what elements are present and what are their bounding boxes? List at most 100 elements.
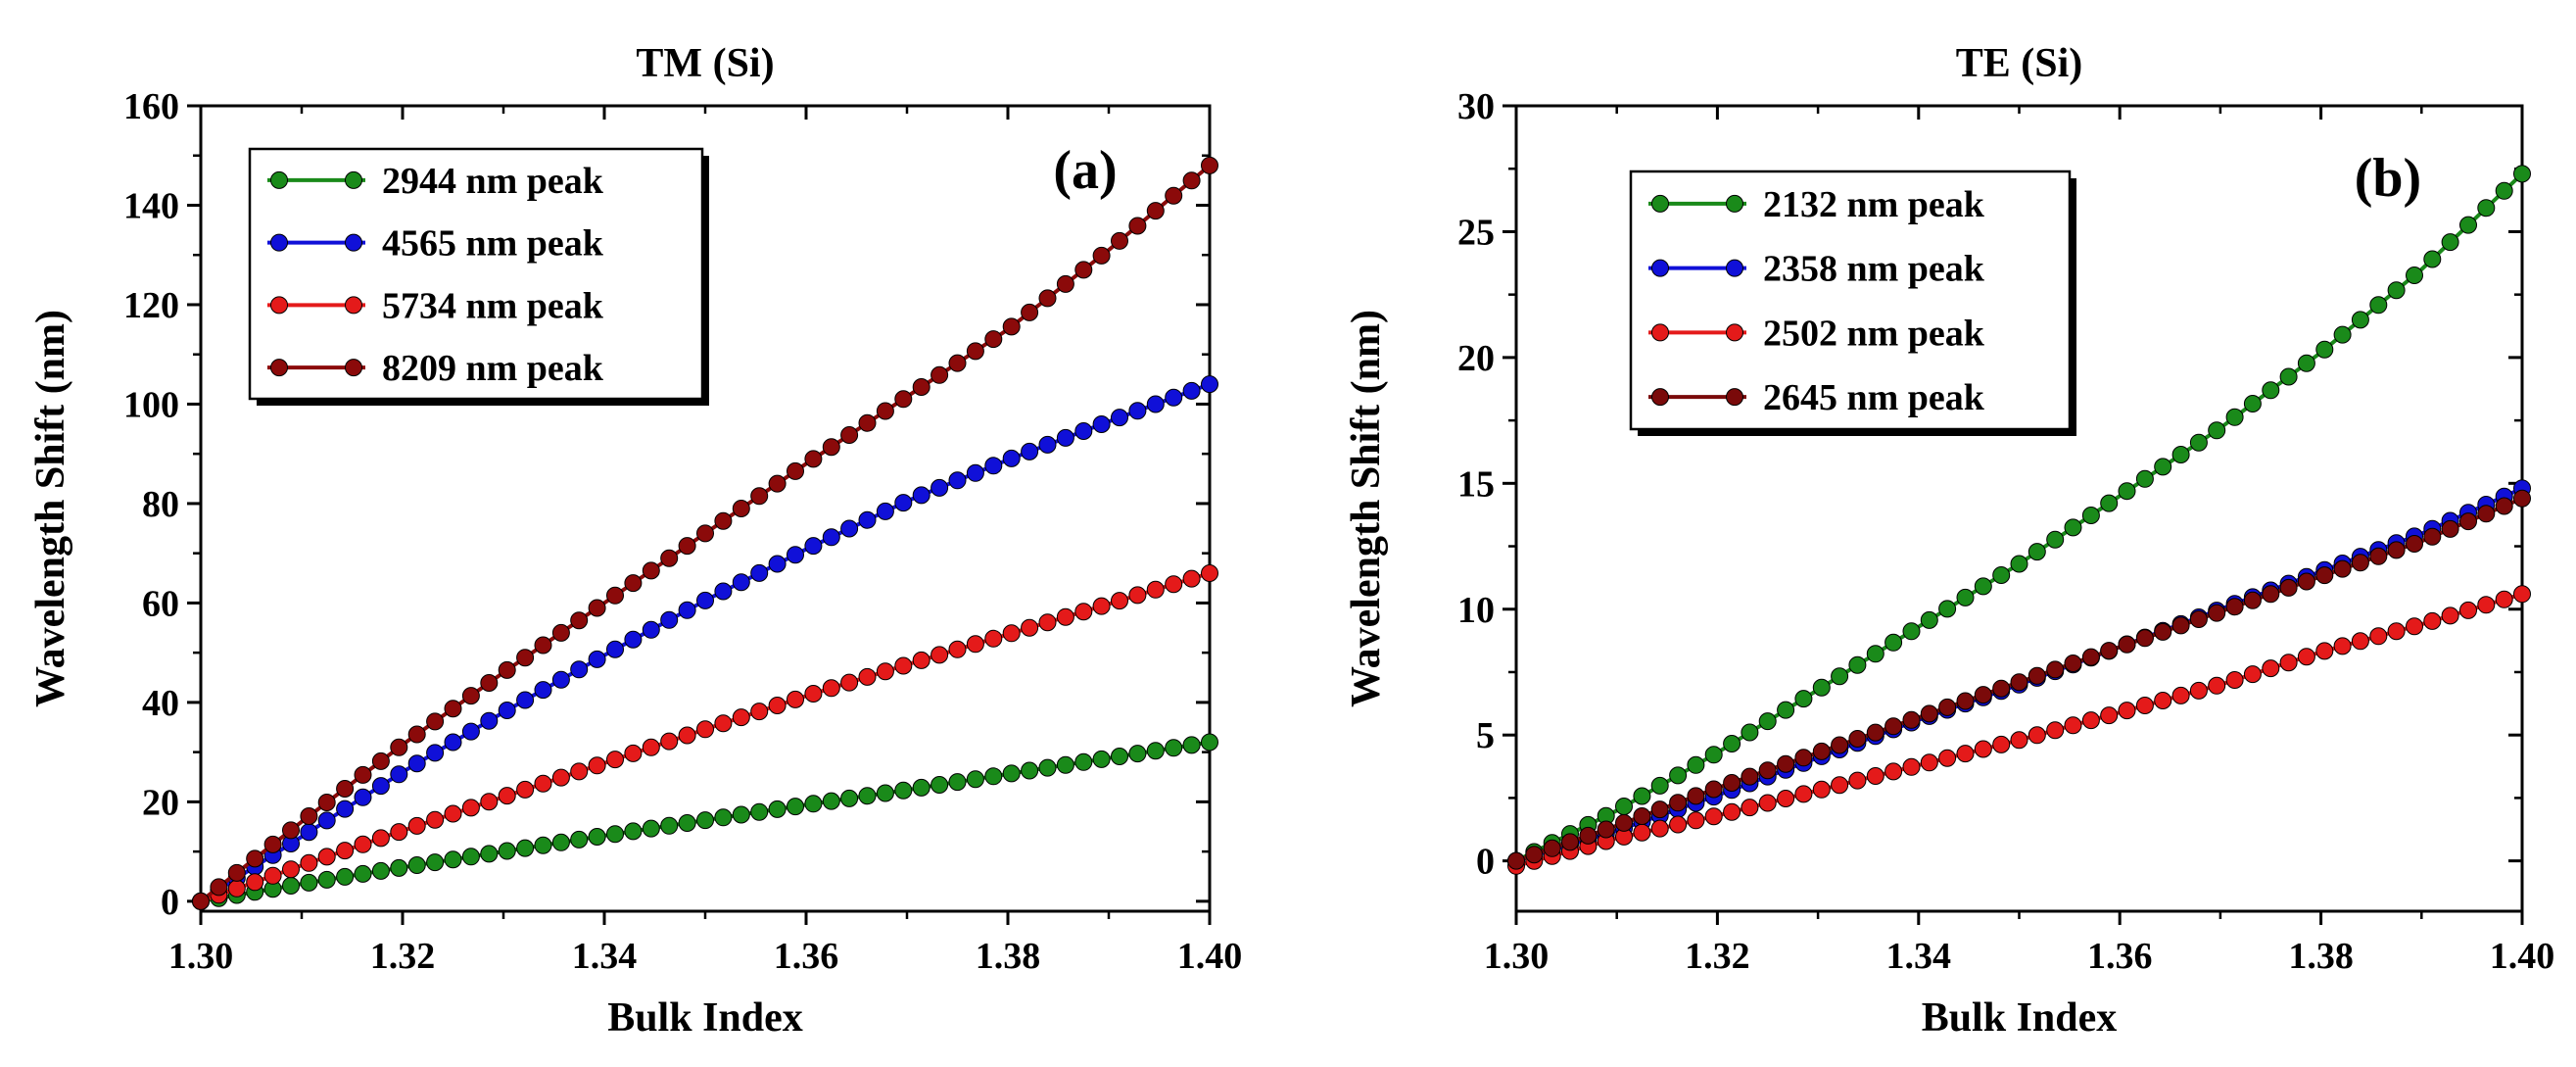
chart-title: TM (Si): [636, 41, 774, 86]
data-point: [768, 474, 787, 493]
data-point: [1002, 764, 1021, 783]
data-point: [2315, 340, 2334, 359]
data-point: [1812, 780, 1831, 799]
legend-label: 2358 nm peak: [1763, 249, 1985, 290]
data-point: [1794, 690, 1813, 708]
data-point: [1146, 395, 1165, 413]
data-point: [660, 610, 679, 629]
data-point: [912, 778, 930, 797]
data-point: [498, 842, 516, 860]
data-point: [2171, 686, 2190, 704]
data-point: [588, 650, 606, 668]
data-point: [2333, 559, 2352, 578]
data-point: [1056, 607, 1074, 626]
data-point: [660, 732, 679, 751]
y-tick-label: 80: [142, 484, 179, 525]
data-point: [444, 804, 462, 823]
data-point: [1002, 449, 1021, 467]
data-point: [2387, 541, 2406, 559]
data-point: [2118, 702, 2136, 720]
data-point: [678, 601, 696, 619]
data-point: [317, 794, 336, 811]
data-point: [2441, 606, 2459, 625]
legend-swatch-marker: [1726, 323, 1743, 342]
data-point: [948, 354, 967, 372]
data-point: [750, 703, 769, 721]
data-point: [1974, 577, 1992, 596]
data-point: [2315, 566, 2334, 585]
data-point: [1758, 794, 1777, 812]
data-point: [444, 733, 462, 752]
data-point: [1201, 375, 1218, 394]
data-point: [300, 807, 318, 825]
panel-label: (a): [1053, 140, 1117, 201]
data-point: [876, 502, 894, 520]
legend-swatch-marker: [270, 296, 288, 315]
data-point: [1146, 202, 1165, 220]
data-point: [787, 798, 804, 816]
data-point: [1704, 807, 1723, 826]
data-point: [1741, 799, 1759, 817]
data-point: [588, 756, 606, 775]
data-point: [1021, 618, 1039, 637]
data-point: [2081, 648, 2100, 666]
data-point: [2297, 648, 2315, 666]
data-point: [2459, 512, 2477, 531]
data-point: [1956, 588, 1975, 606]
data-point: [2297, 572, 2315, 591]
data-point: [894, 494, 913, 512]
series-3: [192, 156, 1218, 910]
data-point: [1884, 717, 1903, 736]
data-point: [1038, 758, 1057, 777]
data-point: [624, 574, 643, 593]
legend-swatch-marker: [345, 233, 362, 252]
data-point: [948, 773, 967, 792]
legend-label: 2502 nm peak: [1763, 313, 1985, 354]
data-point: [714, 582, 733, 601]
data-point: [2064, 518, 2082, 537]
data-point: [2459, 601, 2477, 619]
data-point: [2064, 655, 2082, 672]
data-point: [1650, 800, 1669, 819]
data-point: [407, 725, 426, 744]
data-point: [1543, 839, 1561, 857]
legend-swatch-marker: [345, 296, 362, 315]
data-point: [1956, 692, 1975, 710]
data-point: [2118, 482, 2136, 501]
data-point: [2369, 627, 2388, 646]
data-point: [534, 774, 552, 793]
data-point: [930, 478, 949, 497]
data-point: [606, 825, 624, 844]
data-point: [1092, 597, 1111, 615]
data-point: [822, 679, 840, 698]
y-tick-label: 140: [123, 185, 179, 226]
data-point: [1992, 735, 2011, 753]
data-point: [930, 646, 949, 664]
data-point: [1165, 388, 1183, 407]
x-tick-label: 1.34: [1886, 936, 1952, 977]
series-2: [1507, 585, 2531, 875]
data-point: [624, 630, 643, 649]
data-point: [1884, 633, 1903, 652]
y-tick-label: 0: [161, 882, 179, 923]
x-tick-label: 1.30: [1484, 936, 1550, 977]
data-point: [588, 599, 606, 617]
y-tick-label: 100: [123, 384, 179, 425]
data-point: [984, 767, 1003, 786]
data-point: [966, 463, 984, 482]
data-point: [1812, 678, 1831, 697]
data-point: [498, 702, 516, 719]
data-point: [2423, 527, 2442, 546]
data-point: [354, 835, 372, 853]
data-point: [732, 573, 750, 592]
legend-swatch-marker: [270, 170, 288, 189]
legend-swatch-marker: [1651, 259, 1669, 277]
data-point: [1758, 761, 1777, 780]
data-point: [371, 777, 390, 796]
data-point: [2027, 666, 2046, 685]
y-tick-label: 20: [142, 782, 179, 823]
data-point: [894, 781, 913, 800]
data-point: [2243, 665, 2262, 684]
data-point: [1038, 435, 1057, 454]
data-point: [750, 487, 769, 506]
